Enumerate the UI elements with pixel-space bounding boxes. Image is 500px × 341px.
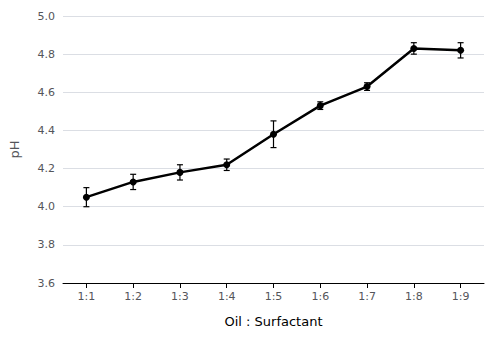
svg-text:pH: pH	[7, 140, 22, 158]
svg-text:1:6: 1:6	[311, 290, 329, 303]
svg-text:Oil : Surfactant: Oil : Surfactant	[224, 314, 322, 329]
svg-text:1:2: 1:2	[124, 290, 142, 303]
svg-text:4.0: 4.0	[38, 200, 56, 213]
svg-text:1:8: 1:8	[405, 290, 423, 303]
svg-text:1:5: 1:5	[265, 290, 283, 303]
svg-text:4.8: 4.8	[38, 48, 56, 61]
svg-text:4.6: 4.6	[38, 86, 56, 99]
svg-text:3.6: 3.6	[38, 277, 56, 290]
svg-text:1:9: 1:9	[452, 290, 470, 303]
svg-text:1:1: 1:1	[78, 290, 96, 303]
svg-text:1:4: 1:4	[218, 290, 236, 303]
svg-text:4.4: 4.4	[38, 124, 56, 137]
svg-text:1:3: 1:3	[171, 290, 189, 303]
svg-text:4.2: 4.2	[38, 162, 56, 175]
svg-text:1:7: 1:7	[358, 290, 376, 303]
svg-text:5.0: 5.0	[38, 10, 56, 23]
svg-text:3.8: 3.8	[38, 238, 56, 251]
